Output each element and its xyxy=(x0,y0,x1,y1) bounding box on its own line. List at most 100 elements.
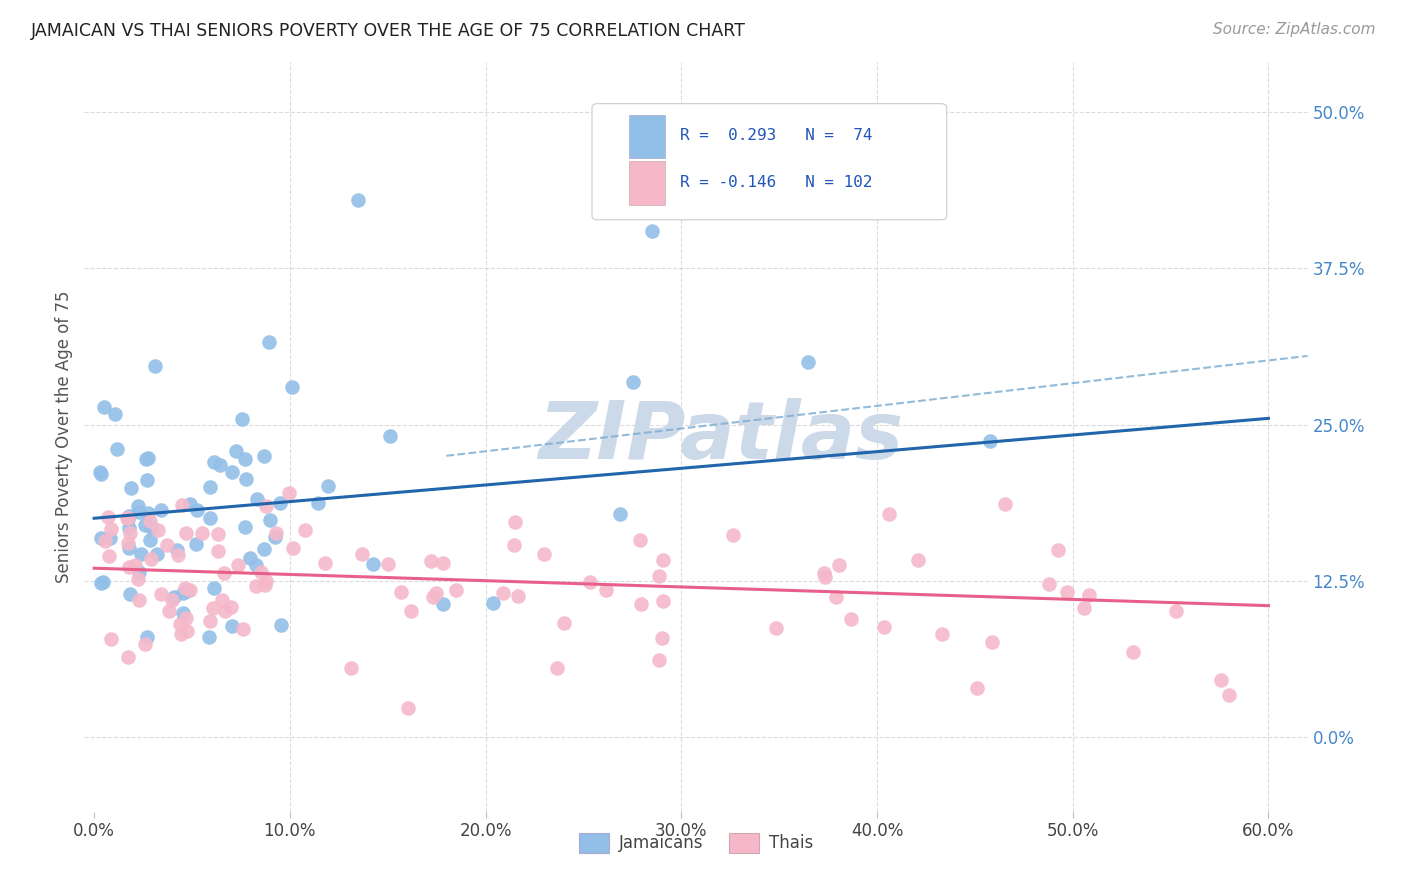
Point xyxy=(652,553,675,567)
Point xyxy=(117,535,139,549)
Point xyxy=(176,526,198,541)
Point xyxy=(139,552,162,566)
Point xyxy=(172,586,194,600)
Point xyxy=(340,660,363,674)
Point xyxy=(232,622,254,636)
Point xyxy=(118,521,141,535)
Point xyxy=(839,612,862,626)
Point xyxy=(98,549,121,563)
Point xyxy=(444,582,467,597)
Point xyxy=(233,451,256,466)
FancyBboxPatch shape xyxy=(592,103,946,219)
Point xyxy=(90,531,112,545)
Point xyxy=(166,543,188,558)
Point xyxy=(1166,604,1188,618)
Point xyxy=(980,635,1002,649)
Point xyxy=(907,553,929,567)
Point xyxy=(169,616,191,631)
Point xyxy=(269,496,291,510)
Point xyxy=(89,465,111,479)
FancyBboxPatch shape xyxy=(628,115,665,159)
Point xyxy=(197,630,219,644)
Point xyxy=(163,590,186,604)
Point xyxy=(143,359,166,374)
Point xyxy=(546,661,568,675)
Point xyxy=(257,334,280,349)
Point xyxy=(966,681,988,696)
Point xyxy=(352,547,374,561)
Point xyxy=(115,510,138,524)
Point xyxy=(212,566,235,580)
Point xyxy=(157,604,180,618)
Point xyxy=(198,615,221,629)
Point xyxy=(207,544,229,558)
Point xyxy=(361,557,384,571)
Point xyxy=(96,509,118,524)
Point xyxy=(553,616,575,631)
Point xyxy=(595,582,617,597)
Point xyxy=(492,585,515,599)
Point xyxy=(98,531,121,545)
Point xyxy=(398,701,420,715)
Point xyxy=(156,538,179,552)
Point xyxy=(647,653,669,667)
Point xyxy=(176,611,198,625)
Point xyxy=(221,466,243,480)
Point xyxy=(124,558,146,573)
Point xyxy=(264,530,287,544)
Point xyxy=(1078,588,1101,602)
Point xyxy=(628,533,651,547)
Point xyxy=(211,592,233,607)
Point xyxy=(208,458,231,473)
Point xyxy=(239,551,262,566)
Point xyxy=(314,557,336,571)
Point xyxy=(245,558,267,573)
Point xyxy=(139,533,162,547)
Point xyxy=(1218,688,1240,702)
Point xyxy=(281,380,304,394)
Point xyxy=(214,604,236,618)
Point xyxy=(1073,601,1095,615)
Point xyxy=(533,547,555,561)
Point xyxy=(1056,584,1078,599)
Point xyxy=(506,589,529,603)
Point xyxy=(134,637,156,651)
Point xyxy=(378,428,401,442)
Point xyxy=(100,632,122,646)
Point xyxy=(253,542,276,557)
Point xyxy=(118,586,141,600)
Point xyxy=(796,355,818,369)
Text: ZIPatlas: ZIPatlas xyxy=(538,398,903,476)
Point xyxy=(651,631,673,645)
Point xyxy=(219,600,242,615)
Point xyxy=(127,499,149,513)
Point xyxy=(425,586,447,600)
Point xyxy=(233,520,256,534)
Point xyxy=(1046,542,1069,557)
Point xyxy=(146,523,169,537)
Point xyxy=(765,621,787,635)
Point xyxy=(204,581,226,595)
Point xyxy=(166,548,188,562)
Point xyxy=(246,491,269,506)
Point xyxy=(150,503,173,517)
Point xyxy=(630,597,652,611)
Point xyxy=(316,479,339,493)
Point xyxy=(128,566,150,580)
Point xyxy=(100,522,122,536)
Point xyxy=(278,486,301,500)
Point xyxy=(90,467,112,481)
Point xyxy=(609,507,631,521)
Point xyxy=(198,510,221,524)
Point xyxy=(191,525,214,540)
Point xyxy=(117,509,139,524)
Point xyxy=(873,620,896,634)
Point xyxy=(129,547,152,561)
Point xyxy=(641,224,664,238)
Point xyxy=(184,537,207,551)
Point xyxy=(174,581,197,595)
Point xyxy=(128,593,150,607)
Point xyxy=(723,527,745,541)
Point xyxy=(117,512,139,526)
Point xyxy=(139,514,162,528)
